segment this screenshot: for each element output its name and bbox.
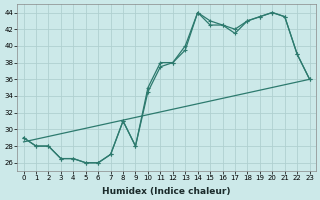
X-axis label: Humidex (Indice chaleur): Humidex (Indice chaleur) [102,187,231,196]
